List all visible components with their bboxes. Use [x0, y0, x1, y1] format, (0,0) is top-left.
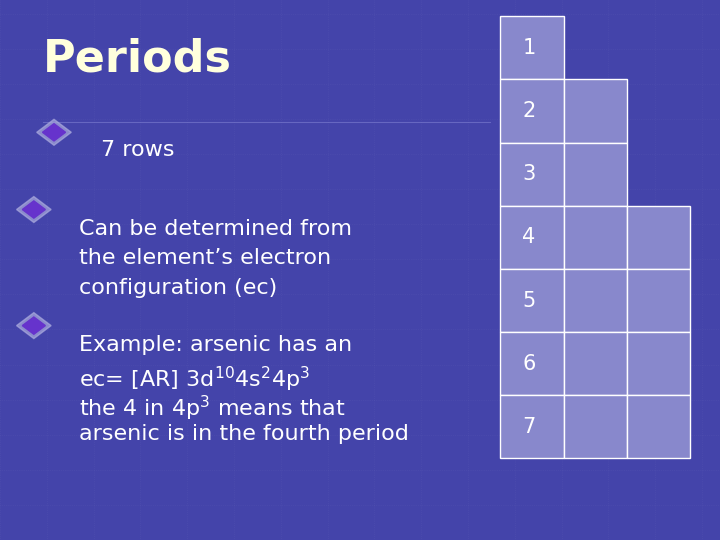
Text: Can be determined from: Can be determined from: [79, 219, 352, 239]
Bar: [500, 395, 564, 458]
Text: Periods: Periods: [43, 38, 232, 81]
Text: 3: 3: [522, 164, 536, 184]
Text: arsenic is in the fourth period: arsenic is in the fourth period: [79, 424, 409, 444]
Text: 6: 6: [522, 354, 536, 374]
Bar: [564, 206, 627, 269]
Bar: [564, 332, 627, 395]
Text: 4: 4: [522, 227, 536, 247]
Text: the element’s electron: the element’s electron: [79, 248, 331, 268]
Polygon shape: [22, 201, 45, 218]
Bar: [627, 395, 690, 458]
Text: 5: 5: [522, 291, 536, 310]
Polygon shape: [17, 313, 51, 339]
Bar: [500, 269, 564, 332]
Bar: [564, 395, 627, 458]
Bar: [500, 16, 564, 79]
Bar: [500, 79, 564, 143]
Text: ec= [AR] 3d$^{10}$4s$^{2}$4p$^{3}$: ec= [AR] 3d$^{10}$4s$^{2}$4p$^{3}$: [79, 364, 310, 394]
Text: 7 rows: 7 rows: [101, 140, 174, 160]
Text: Example: arsenic has an: Example: arsenic has an: [79, 335, 352, 355]
Bar: [564, 143, 627, 206]
Text: 1: 1: [522, 38, 536, 58]
Polygon shape: [37, 119, 71, 145]
Polygon shape: [42, 124, 66, 141]
Bar: [564, 79, 627, 143]
Polygon shape: [17, 197, 51, 222]
Bar: [627, 206, 690, 269]
Text: configuration (ec): configuration (ec): [79, 278, 277, 298]
Text: 2: 2: [522, 101, 536, 121]
Polygon shape: [22, 317, 45, 334]
Text: 7: 7: [522, 417, 536, 437]
Bar: [564, 269, 627, 332]
Text: the 4 in 4p$^{3}$ means that: the 4 in 4p$^{3}$ means that: [79, 394, 346, 423]
Bar: [500, 143, 564, 206]
Bar: [627, 332, 690, 395]
Bar: [627, 269, 690, 332]
Bar: [500, 332, 564, 395]
Bar: [500, 206, 564, 269]
